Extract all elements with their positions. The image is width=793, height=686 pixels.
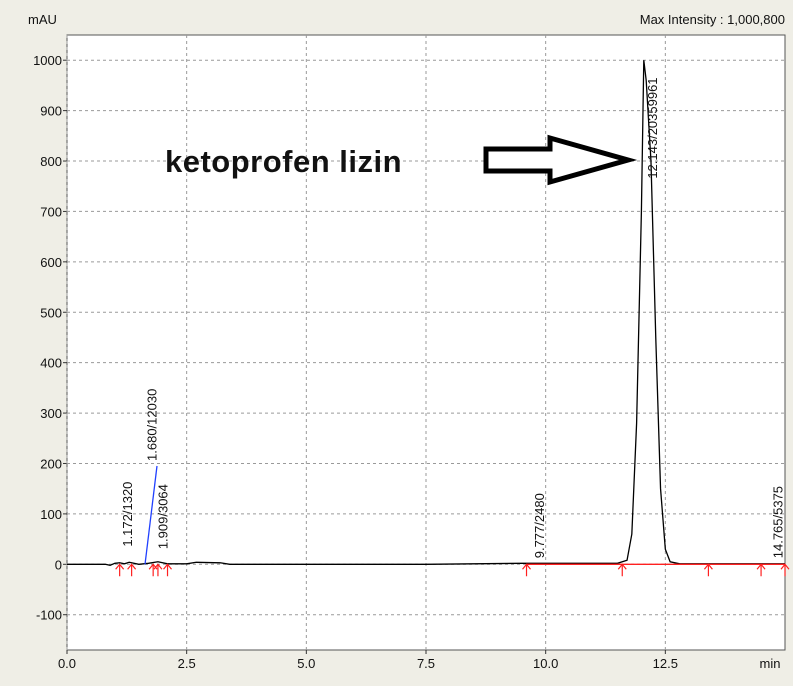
- y-tick-label: 400: [40, 356, 62, 371]
- x-tick-label: 7.5: [417, 656, 435, 671]
- integration-mark: [756, 563, 766, 577]
- x-axis-label: min: [760, 656, 781, 671]
- integration-mark: [115, 563, 125, 577]
- integration-marks: [115, 563, 790, 577]
- signal-line: [144, 465, 158, 565]
- x-tick-label: 12.5: [653, 656, 678, 671]
- y-tick-label: 800: [40, 154, 62, 169]
- y-tick-label: 1000: [33, 53, 62, 68]
- integration-arrow: [780, 563, 790, 577]
- integration-mark: [780, 563, 790, 577]
- integration-arrow: [115, 563, 125, 577]
- y-tick-label: 700: [40, 204, 62, 219]
- integration-arrow: [127, 563, 137, 577]
- integration-arrow: [617, 563, 627, 577]
- peak-label: 12.143/20359961: [645, 77, 660, 178]
- integration-mark: [153, 563, 163, 577]
- y-axis-label: mAU: [28, 12, 57, 27]
- x-tick-label: 0.0: [58, 656, 76, 671]
- integration-mark: [522, 563, 531, 577]
- peak-label: 1.909/3064: [155, 484, 170, 549]
- peak-label: 1.172/1320: [120, 482, 135, 547]
- integration-mark: [617, 563, 627, 577]
- y-tick-label: 600: [40, 255, 62, 270]
- peak-label: 1.680/12030: [144, 389, 159, 461]
- integration-arrow: [522, 563, 531, 577]
- y-tick-label: 100: [40, 507, 62, 522]
- y-tick-label: 200: [40, 456, 62, 471]
- y-tick-label: 300: [40, 406, 62, 421]
- max-intensity: Max Intensity : 1,000,800: [640, 12, 785, 27]
- labels: -100 0 100 200 300 400 500 600 700 800 900 1000 0.0 2…: [33, 53, 786, 671]
- x-tick-label: 2.5: [178, 656, 196, 671]
- integration-arrow: [163, 563, 172, 577]
- annotation-arrow: [483, 134, 638, 186]
- x-tick-label: 5.0: [297, 656, 315, 671]
- y-tick-label: 900: [40, 104, 62, 119]
- x-tick-label: 10.0: [533, 656, 558, 671]
- y-tick-label: 0: [55, 557, 62, 572]
- integration-arrow: [756, 563, 766, 577]
- integration-mark: [127, 563, 137, 577]
- integration-mark: [703, 563, 713, 577]
- peak-label: 14.765/5375: [771, 486, 786, 558]
- peak-label: 9.777/2480: [532, 493, 547, 558]
- signal-line: [67, 60, 785, 566]
- integration-mark: [163, 563, 172, 577]
- y-tick-label: 500: [40, 305, 62, 320]
- annotation: ketoprofen lizin: [165, 144, 402, 179]
- y-tick-label: -100: [36, 608, 62, 623]
- signal: [67, 60, 785, 566]
- integration-arrow: [703, 563, 713, 577]
- integration-arrow: [153, 563, 163, 577]
